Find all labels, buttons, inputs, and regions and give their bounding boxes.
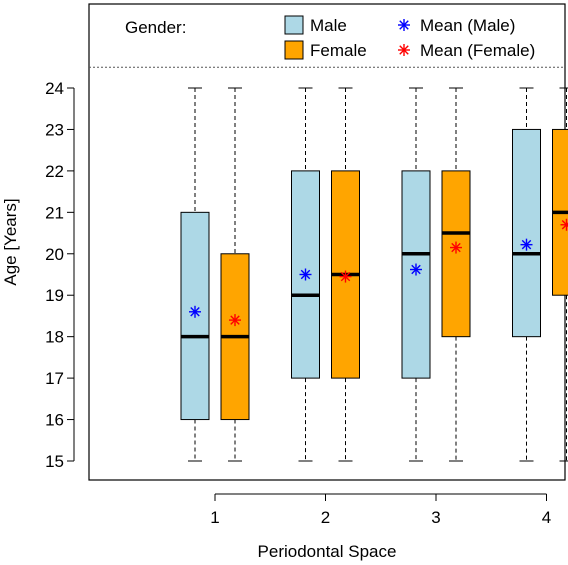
mean-star: [560, 218, 568, 231]
mean-star: [450, 241, 462, 254]
y-tick-label: 22: [45, 162, 64, 181]
y-tick-label: 21: [45, 203, 64, 222]
y-axis-title: Age [Years]: [1, 198, 20, 285]
legend-mean-male-label: Mean (Male): [420, 16, 515, 35]
legend-mean-female-label: Mean (Female): [420, 41, 535, 60]
y-tick-label: 24: [45, 79, 64, 98]
x-tick-label: 1: [210, 508, 219, 527]
iqr-box: [512, 128, 541, 338]
y-axis: 15 16 17 18 19 20 21 22 23 24: [45, 79, 75, 471]
mean-star: [189, 305, 201, 318]
mean-star: [339, 270, 352, 283]
legend-title: Gender:: [125, 18, 186, 37]
x-tick-label: 3: [431, 508, 440, 527]
x-axis-title: Periodontal Space: [258, 542, 397, 561]
y-tick-label: 15: [45, 452, 64, 471]
legend-star-glyph: [398, 19, 410, 31]
box-female-3: [441, 87, 471, 462]
legend-star-glyph: [398, 44, 410, 56]
y-tick-label: 19: [45, 286, 64, 305]
legend-male-label: Male: [310, 16, 347, 35]
y-tick-label: 16: [45, 411, 64, 430]
y-tick-label: 17: [45, 369, 64, 388]
legend-mean-female-star: [398, 44, 410, 56]
box-male-1: [180, 87, 210, 462]
y-tick-label: 20: [45, 245, 64, 264]
x-axis: 1 2 3 4: [210, 493, 551, 527]
mean-star: [229, 314, 241, 327]
legend-female-label: Female: [310, 41, 367, 60]
box-female-4: [552, 87, 568, 462]
boxes: [180, 87, 568, 462]
legend: Gender: Male Female Mean (Male) Mean (Fe…: [125, 15, 535, 60]
legend-mean-male-star: [398, 19, 410, 31]
box-female-2: [331, 87, 360, 462]
mean-star: [299, 268, 312, 281]
box-male-2: [291, 87, 320, 462]
box-female-1: [220, 87, 250, 462]
legend-male-swatch: [284, 15, 304, 35]
y-tick-label: 18: [45, 328, 64, 347]
y-tick-label: 23: [45, 120, 64, 139]
x-tick-label: 2: [321, 508, 330, 527]
x-tick-label: 4: [542, 508, 551, 527]
mean-star: [410, 263, 422, 276]
plot-frame: [88, 3, 566, 481]
mean-star: [520, 238, 533, 251]
box-male-4: [512, 87, 541, 462]
box-male-3: [401, 87, 431, 462]
legend-female-swatch: [284, 40, 304, 60]
iqr-box: [441, 170, 471, 338]
